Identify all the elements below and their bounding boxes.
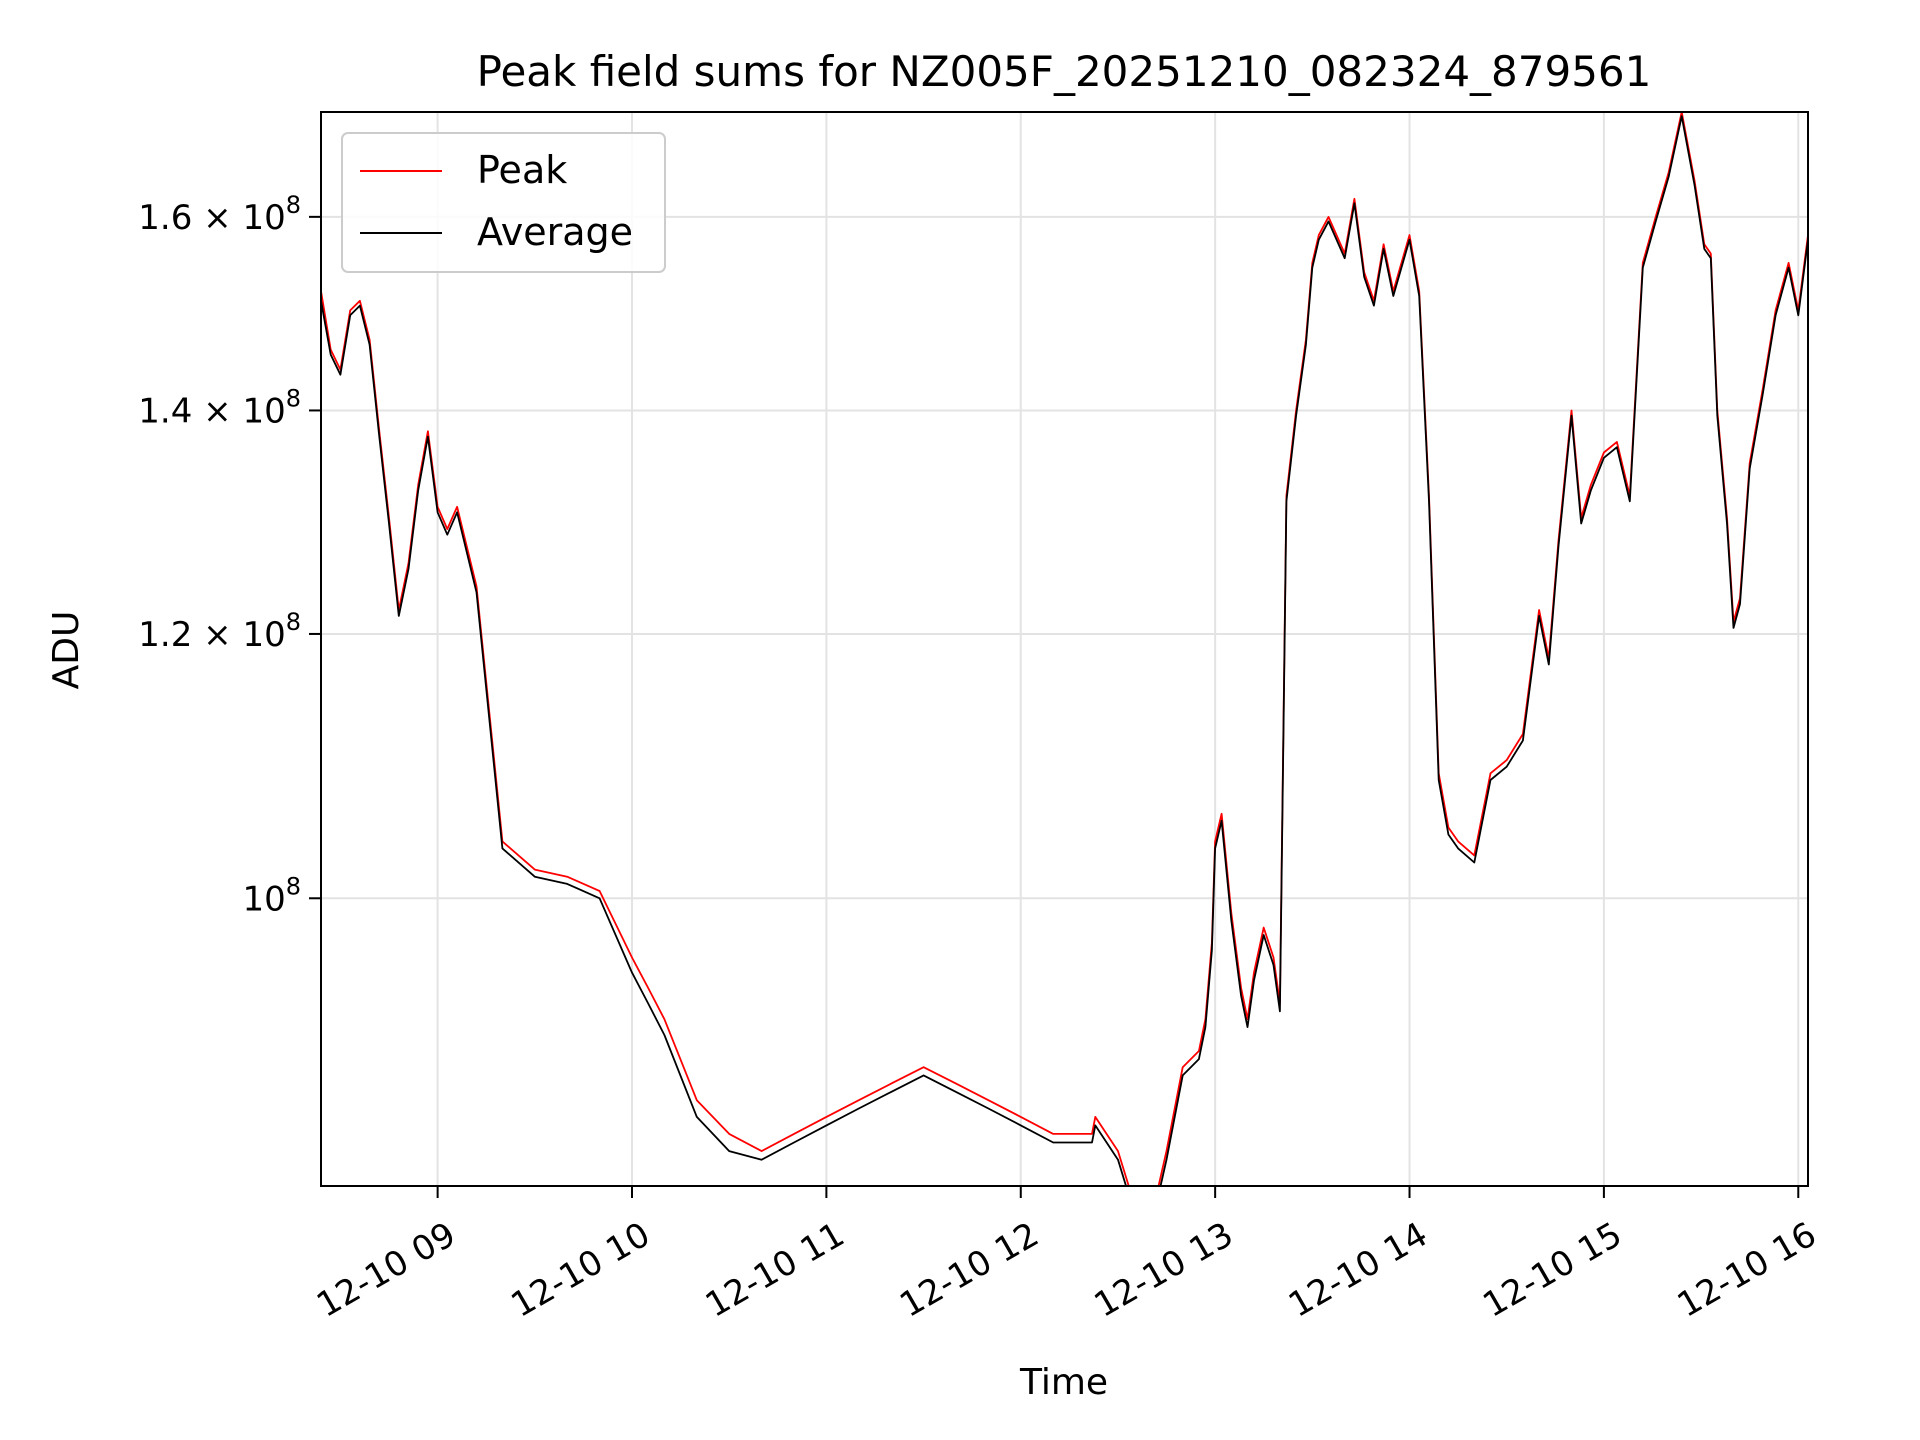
y-tick-exp: 8 (286, 384, 301, 412)
y-tick-base: 10 (242, 198, 285, 238)
x-tick-label: 12-10 09 (310, 1215, 462, 1326)
series-line-average (321, 115, 1808, 1186)
y-tick-coef: 1.6 × (138, 198, 242, 238)
y-tick-exp: 8 (286, 608, 301, 636)
y-tick-exp: 8 (286, 872, 301, 900)
x-axis-label: Time (1019, 1362, 1108, 1403)
series-group (321, 112, 1808, 1186)
y-axis-label: ADU (46, 611, 87, 690)
chart-title: Peak field sums for NZ005F_20251210_0823… (477, 47, 1652, 96)
x-tick-label: 12-10 14 (1282, 1215, 1434, 1326)
series-line-peak (321, 112, 1808, 1186)
x-tick-label: 12-10 15 (1476, 1215, 1628, 1326)
y-tick-exp: 8 (286, 191, 301, 219)
legend-label-peak: Peak (477, 148, 567, 192)
y-tick-base: 10 (242, 615, 285, 655)
y-tick-coef: 1.2 × (138, 615, 242, 655)
legend-frame (341, 132, 666, 273)
legend: Peak Average (341, 132, 666, 273)
x-tick-label: 12-10 13 (1088, 1215, 1240, 1326)
y-tick-label: 108 (242, 872, 301, 919)
x-tick-label: 12-10 10 (505, 1215, 657, 1326)
grid (321, 112, 1808, 1186)
y-tick-label: 1.6 × 108 (138, 191, 301, 238)
y-tick-label: 1.2 × 108 (138, 608, 301, 655)
x-tick-label: 12-10 16 (1671, 1215, 1823, 1326)
x-tick-label: 12-10 12 (893, 1215, 1045, 1326)
legend-label-average: Average (477, 210, 633, 254)
x-axis: 12-10 09 12-10 10 12-10 11 12-10 12 12-10 13… (310, 1186, 1823, 1326)
plot-frame (320, 111, 1809, 1187)
y-tick-base: 10 (242, 879, 285, 919)
y-tick-coef: 1.4 × (138, 391, 242, 431)
x-tick-label: 12-10 11 (699, 1215, 851, 1326)
y-tick-base: 10 (242, 391, 285, 431)
y-tick-label: 1.4 × 108 (138, 384, 301, 431)
